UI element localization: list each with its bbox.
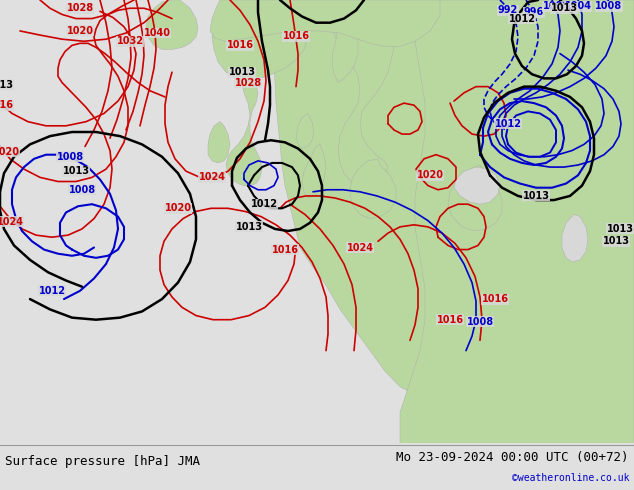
- Text: Surface pressure [hPa] JMA: Surface pressure [hPa] JMA: [5, 455, 200, 468]
- Text: 1012: 1012: [39, 286, 65, 296]
- Text: 1040: 1040: [143, 28, 171, 38]
- Text: 1013: 1013: [0, 79, 13, 90]
- Text: 1012: 1012: [250, 199, 278, 209]
- Text: 1028: 1028: [235, 77, 262, 88]
- Text: 1013: 1013: [522, 191, 550, 201]
- Text: 1024: 1024: [198, 172, 226, 182]
- Text: 1013: 1013: [550, 3, 578, 13]
- Polygon shape: [208, 122, 230, 163]
- Polygon shape: [562, 215, 588, 262]
- Text: 1016: 1016: [226, 40, 254, 50]
- Text: 1016: 1016: [271, 245, 299, 255]
- Polygon shape: [448, 165, 502, 231]
- Polygon shape: [350, 159, 396, 219]
- Polygon shape: [296, 114, 314, 148]
- Text: 1020: 1020: [417, 171, 444, 180]
- Text: 1008: 1008: [467, 317, 493, 327]
- Text: 1013: 1013: [607, 224, 633, 234]
- Text: 1020: 1020: [67, 26, 93, 36]
- Text: 1013: 1013: [63, 166, 89, 176]
- Polygon shape: [454, 167, 500, 204]
- Text: 1012: 1012: [495, 119, 522, 129]
- Polygon shape: [332, 0, 395, 184]
- Text: 1020: 1020: [164, 203, 191, 213]
- Text: 1024: 1024: [0, 217, 23, 227]
- Text: 1020: 1020: [0, 147, 20, 157]
- Polygon shape: [212, 0, 308, 80]
- Text: 992: 992: [498, 5, 518, 15]
- Polygon shape: [226, 80, 262, 186]
- Text: 1004: 1004: [564, 1, 592, 11]
- Text: 1013: 1013: [235, 222, 262, 232]
- Text: 1013: 1013: [602, 236, 630, 246]
- Text: 1008: 1008: [56, 152, 84, 162]
- Text: 1008: 1008: [595, 1, 623, 11]
- Text: 1000: 1000: [543, 1, 569, 11]
- Text: 1016: 1016: [283, 31, 309, 41]
- Text: Mo 23-09-2024 00:00 UTC (00+72): Mo 23-09-2024 00:00 UTC (00+72): [396, 451, 629, 464]
- Polygon shape: [210, 0, 440, 47]
- Text: 1012: 1012: [508, 14, 536, 24]
- Polygon shape: [146, 0, 198, 49]
- Polygon shape: [400, 0, 634, 443]
- Text: ©weatheronline.co.uk: ©weatheronline.co.uk: [512, 473, 629, 483]
- Text: 1016: 1016: [436, 315, 463, 325]
- Polygon shape: [270, 0, 634, 47]
- Text: 996: 996: [524, 7, 544, 17]
- Polygon shape: [302, 145, 326, 198]
- Polygon shape: [332, 0, 358, 82]
- Text: 1016: 1016: [481, 294, 508, 304]
- Text: 1032: 1032: [117, 36, 143, 46]
- Polygon shape: [270, 0, 634, 423]
- Text: 1024: 1024: [347, 243, 373, 252]
- Text: 1013: 1013: [228, 67, 256, 77]
- Text: 1028: 1028: [67, 3, 94, 13]
- Text: 1016: 1016: [0, 100, 13, 110]
- Text: 1008: 1008: [68, 185, 96, 195]
